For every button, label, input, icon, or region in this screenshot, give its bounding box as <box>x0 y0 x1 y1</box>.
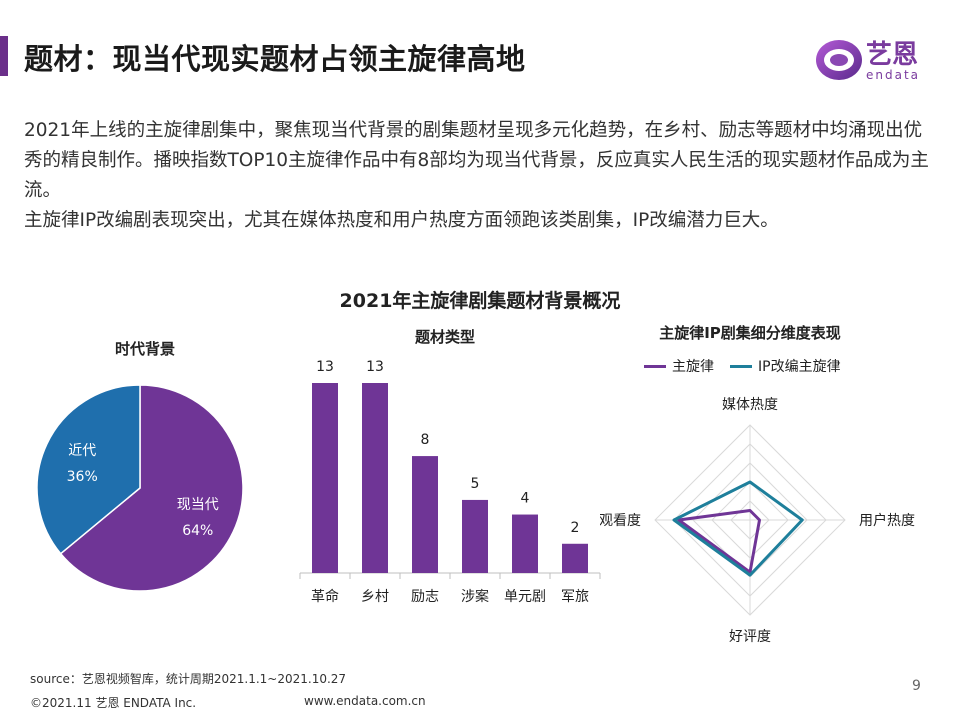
radar-chart-title: 主旋律IP剧集细分维度表现 <box>659 324 841 342</box>
radar-series-2 <box>672 480 804 577</box>
bar-category-label: 励志 <box>411 589 439 605</box>
intro-paragraph-1: 2021年上线的主旋律剧集中，聚焦现当代背景的剧集题材呈现多元化趋势，在乡村、励… <box>24 120 929 201</box>
pie-slice-1 <box>36 384 141 555</box>
radar-series-1 <box>677 509 761 574</box>
radar-axis-label: 用户热度 <box>859 512 915 529</box>
intro-paragraph-2: 主旋律IP改编剧表现突出，尤其在媒体热度和用户热度方面领跑该类剧集，IP改编潜力… <box>24 210 779 231</box>
bar-chart: 13 革命 13 乡村 8 励志 5 涉案 4 单元剧 2 军旅 <box>299 359 601 605</box>
bar-chart-title: 题材类型 <box>414 328 475 346</box>
radar-axis-label: 好评度 <box>729 629 771 645</box>
pie-label-0: 现当代 <box>177 497 219 513</box>
page-number: 9 <box>912 678 921 694</box>
intro-text: 2021年上线的主旋律剧集中，聚焦现当代背景的剧集题材呈现多元化趋势，在乡村、励… <box>24 116 934 236</box>
pie-chart: 现当代 64% 近代 36% <box>36 384 244 592</box>
bar-category-label: 军旅 <box>561 589 589 605</box>
bar-value-label: 13 <box>316 359 334 375</box>
copyright: ©2021.11 艺恩 ENDATA Inc. <box>30 696 197 710</box>
legend-label-series-2: IP改编主旋律 <box>758 359 841 375</box>
bar-value-label: 5 <box>471 476 480 492</box>
bar-单元剧 <box>512 514 538 573</box>
pie-value-label-1: 36% <box>67 469 98 485</box>
pie-label-1: 近代 <box>68 443 96 459</box>
title-accent-bar <box>0 36 8 76</box>
brand-logo: 艺恩 endata <box>814 34 934 86</box>
website: www.endata.com.cn <box>304 694 426 708</box>
bar-军旅 <box>562 543 588 573</box>
bar-category-label: 革命 <box>311 588 339 605</box>
radar-axis-label: 媒体热度 <box>722 397 778 413</box>
pie-value-label-0: 64% <box>182 523 213 539</box>
radar-axis-label: 观看度 <box>600 513 641 529</box>
bar-value-label: 8 <box>421 432 430 448</box>
logo-text-en: endata <box>866 68 921 82</box>
source-note: source：艺恩视频智库，统计周期2021.1.1~2021.10.27 <box>30 672 347 686</box>
legend-item-series-2: IP改编主旋律 <box>730 356 841 376</box>
chart-main-title: 2021年主旋律剧集题材背景概况 <box>339 290 621 312</box>
bar-category-label: 乡村 <box>361 589 389 605</box>
legend-swatch-series-2 <box>730 364 752 368</box>
bar-涉案 <box>462 499 488 573</box>
pie-chart-title: 时代背景 <box>114 340 175 358</box>
legend-label-series-1: 主旋律 <box>672 359 714 375</box>
legend-swatch-series-1 <box>644 364 666 368</box>
pie-slice-0 <box>59 384 244 592</box>
radar-legend: 主旋律 IP改编主旋律 <box>644 356 857 376</box>
bar-category-label: 涉案 <box>461 588 489 605</box>
bar-励志 <box>412 456 438 573</box>
bar-category-label: 单元剧 <box>504 589 546 605</box>
bar-value-label: 2 <box>571 520 580 536</box>
bar-乡村 <box>362 383 388 573</box>
endata-logo-icon <box>816 40 862 80</box>
bar-value-label: 4 <box>521 491 530 507</box>
page-title: 题材：现当代现实题材占领主旋律高地 <box>24 42 526 76</box>
legend-item-series-1: 主旋律 <box>644 356 714 376</box>
logo-text-cn: 艺恩 <box>866 40 919 70</box>
bar-value-label: 13 <box>366 359 384 375</box>
bar-革命 <box>312 383 338 573</box>
